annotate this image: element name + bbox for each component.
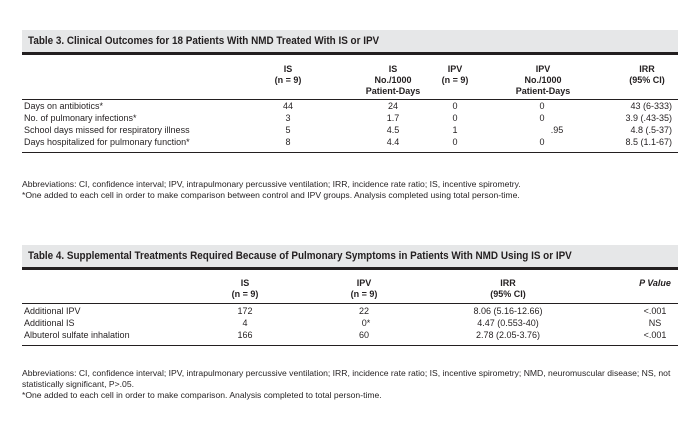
- table-3: Table 3. Clinical Outcomes for 18 Patien…: [22, 30, 678, 153]
- cell-is: 5: [285, 125, 291, 135]
- table-3-abbreviations: Abbreviations: CI, confidence interval; …: [22, 179, 521, 189]
- table-3-header: IS (n = 9) IS No./1000 Patient-Days IPV …: [22, 55, 678, 100]
- table-4-col-is-header: IS (n = 9): [231, 278, 259, 299]
- row-label: School days missed for respiratory illne…: [24, 125, 190, 135]
- table-row: School days missed for respiratory illne…: [22, 125, 678, 137]
- cell-ipv: 0: [452, 113, 458, 123]
- cell-ipv: 0*: [361, 318, 371, 328]
- row-label: Days hospitalized for pulmonary function…: [24, 137, 190, 147]
- table-3-footnote: *One added to each cell in order to make…: [22, 190, 520, 200]
- table-3-col-is-header: IS (n = 9): [274, 64, 302, 85]
- cell-is: 8: [285, 137, 291, 147]
- table-row: Additional IPV 172 22 8.06 (5.16-12.66) …: [22, 306, 678, 318]
- cell-ipv: 1: [452, 125, 458, 135]
- p-value-header: P Value: [639, 278, 671, 288]
- table-4-col-p-header: P Value: [639, 278, 671, 289]
- table-row: Days hospitalized for pulmonary function…: [22, 137, 678, 149]
- cell-is: 166: [237, 330, 253, 340]
- table-4-col-irr-header: IRR (95% CI): [490, 278, 526, 299]
- table-4-footnote: *One added to each cell in order to make…: [22, 390, 382, 400]
- cell-is: 4: [242, 318, 248, 328]
- cell-p: NS: [648, 318, 662, 328]
- table-row: Additional IS 4 0* 4.47 (0.553-40) NS: [22, 318, 678, 330]
- cell-ipv: 0: [452, 101, 458, 111]
- row-label: No. of pulmonary infections*: [24, 113, 137, 123]
- cell-ipv-rate: .95: [550, 125, 564, 135]
- cell-irr: 3.9 (.43-35): [625, 113, 672, 123]
- table-3-caption-bar: Table 3. Clinical Outcomes for 18 Patien…: [22, 30, 678, 55]
- table-3-col-ipv-rate-header: IPV No./1000 Patient-Days: [515, 64, 571, 96]
- cell-irr: 4.8 (.5-37): [630, 125, 672, 135]
- table-4-caption-bar: Table 4. Supplemental Treatments Require…: [22, 245, 678, 270]
- table-3-col-is-rate-header: IS No./1000 Patient-Days: [365, 64, 421, 96]
- cell-is: 172: [237, 306, 253, 316]
- cell-p: <.001: [643, 306, 667, 316]
- table-row: Days on antibiotics* 44 24 0 0 43 (6-333…: [22, 101, 678, 113]
- cell-is-rate: 4.4: [386, 137, 400, 147]
- cell-irr: 4.47 (0.553-40): [477, 318, 539, 328]
- row-label: Additional IS: [24, 318, 75, 328]
- table-4-header: IS (n = 9) IPV (n = 9) IRR (95% CI) P Va…: [22, 270, 678, 304]
- cell-irr: 43 (6-333): [630, 101, 672, 111]
- cell-irr: 8.06 (5.16-12.66): [473, 306, 543, 316]
- cell-ipv: 60: [358, 330, 370, 340]
- table-4-notes: Abbreviations: CI, confidence interval; …: [22, 368, 672, 401]
- cell-is-rate: 4.5: [386, 125, 400, 135]
- cell-is: 3: [285, 113, 291, 123]
- cell-ipv-rate: 0: [539, 101, 545, 111]
- cell-is-rate: 1.7: [386, 113, 400, 123]
- table-row: No. of pulmonary infections* 3 1.7 0 0 3…: [22, 113, 678, 125]
- cell-is: 44: [282, 101, 294, 111]
- row-label: Albuterol sulfate inhalation: [24, 330, 130, 340]
- cell-ipv: 0: [452, 137, 458, 147]
- table-3-col-ipv-header: IPV (n = 9): [441, 64, 469, 85]
- table-4: Table 4. Supplemental Treatments Require…: [22, 245, 678, 346]
- cell-p: <.001: [643, 330, 667, 340]
- cell-irr: 2.78 (2.05-3.76): [475, 330, 541, 340]
- cell-irr: 8.5 (1.1-67): [625, 137, 672, 147]
- table-4-col-ipv-header: IPV (n = 9): [350, 278, 378, 299]
- table-3-notes: Abbreviations: CI, confidence interval; …: [22, 179, 672, 201]
- table-3-caption: Table 3. Clinical Outcomes for 18 Patien…: [28, 35, 380, 47]
- table-row: Albuterol sulfate inhalation 166 60 2.78…: [22, 330, 678, 342]
- table-4-abbreviations: Abbreviations: CI, confidence interval; …: [22, 368, 671, 389]
- table-3-col-irr-header: IRR (95% CI): [629, 64, 665, 85]
- cell-is-rate: 24: [387, 101, 399, 111]
- table-4-caption: Table 4. Supplemental Treatments Require…: [28, 250, 572, 262]
- cell-ipv-rate: 0: [539, 113, 545, 123]
- cell-ipv: 22: [358, 306, 370, 316]
- row-label: Days on antibiotics*: [24, 101, 104, 111]
- row-label: Additional IPV: [24, 306, 81, 316]
- cell-ipv-rate: 0: [539, 137, 545, 147]
